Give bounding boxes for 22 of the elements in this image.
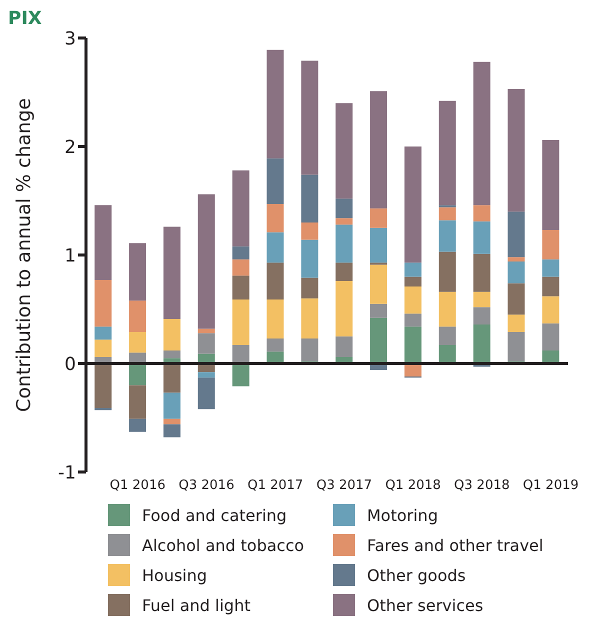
legend-label: Alcohol and tobacco	[142, 536, 304, 554]
legend-label: Fares and other travel	[367, 536, 544, 554]
x-tick-label: Q3 2016	[178, 478, 234, 494]
legend-label: Food and catering	[142, 506, 287, 524]
x-tick-label: Q1 2019	[522, 478, 579, 494]
y-tick-label: 1	[64, 245, 76, 266]
x-tick-label: Q1 2016	[110, 478, 166, 494]
legend-label: Other services	[367, 596, 484, 614]
x-tick-label: Q1 2017	[247, 478, 304, 494]
x-tick-label: Q3 2018	[454, 478, 510, 494]
y-tick-label: -1	[58, 462, 76, 484]
y-tick-label: 3	[64, 28, 76, 50]
legend-label: Housing	[142, 566, 208, 584]
y-axis-title: Contribution to annual % change	[13, 98, 35, 412]
x-tick-label: Q1 2018	[385, 478, 441, 494]
legend-label: Motoring	[367, 506, 438, 524]
x-tick-label: Q3 2017	[316, 478, 372, 494]
chart-title: PIX	[8, 8, 43, 30]
legend-label: Fuel and light	[142, 596, 250, 614]
legend-label: Other goods	[367, 566, 466, 584]
y-tick-label: 2	[64, 136, 76, 158]
y-tick-label: 0	[64, 354, 76, 375]
